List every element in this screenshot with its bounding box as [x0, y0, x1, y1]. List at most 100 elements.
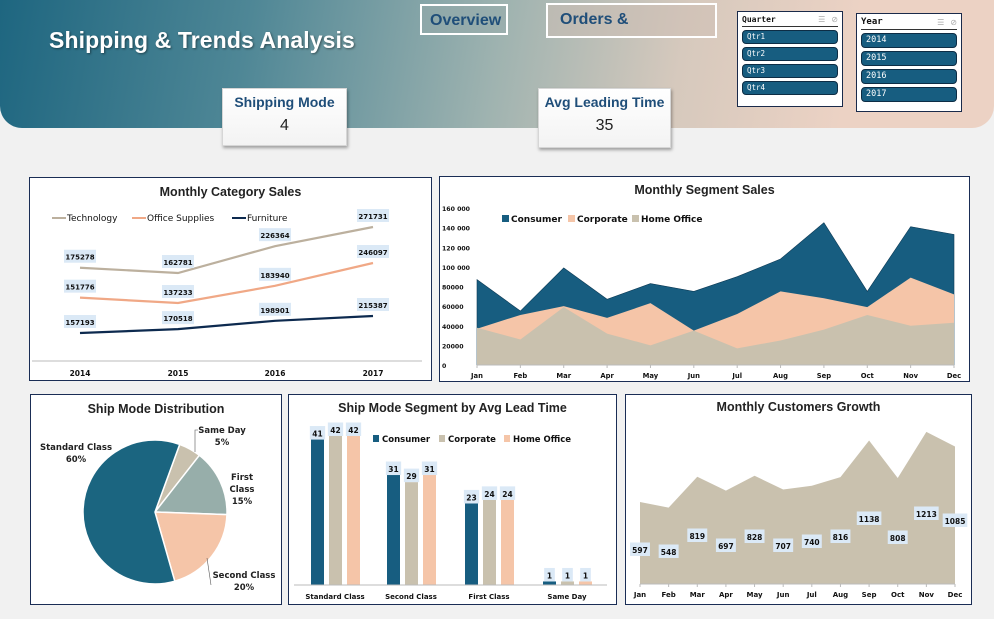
data-label: 162781: [163, 259, 192, 267]
chart-title: Monthly Category Sales: [159, 185, 302, 199]
pie-slice-first-class: [153, 454, 228, 516]
nav-orders-button[interactable]: Orders &: [546, 3, 717, 38]
bar-data-label: 1: [565, 571, 570, 580]
slicer-item-qtr2[interactable]: Qtr2: [742, 47, 838, 61]
x-tick-label: Feb: [513, 372, 527, 380]
x-tick-label: Sep: [862, 591, 877, 599]
kpi-card-shipping-mode: Shipping Mode 4: [222, 88, 347, 146]
data-label: 183940: [260, 272, 289, 280]
clear-filter-icon[interactable]: ⊘: [950, 17, 957, 27]
x-tick-label: Jun: [687, 372, 700, 380]
bar-data-label-bg: [481, 486, 498, 500]
bar-data-label-bg: [385, 461, 402, 476]
data-label: 697: [718, 542, 734, 551]
slicer-title: Year: [861, 17, 883, 27]
data-label-bg: [687, 528, 708, 542]
bar-data-label-bg: [562, 567, 573, 582]
monthly-customers-growth-chart: Monthly Customers Growth 597 548 819 697 828…: [625, 394, 972, 605]
multi-select-icon[interactable]: ☰: [937, 17, 945, 27]
chart-title: Ship Mode Segment by Avg Lead Time: [338, 401, 567, 415]
data-label-bg: [830, 529, 851, 543]
nav-overview-button[interactable]: Overview: [420, 4, 508, 35]
leader-line: [206, 557, 212, 586]
data-label-bg: [658, 544, 679, 558]
data-label-bg: [63, 315, 97, 328]
leader-line: [194, 429, 198, 452]
bar-data-label: 42: [330, 426, 340, 435]
legend-swatch-home-office: [504, 435, 510, 442]
slicer-item-qtr1[interactable]: Qtr1: [742, 30, 838, 44]
slicer-item-qtr3[interactable]: Qtr3: [742, 64, 838, 78]
x-tick-label: Jul: [806, 591, 817, 599]
pie-slice-standard-class: [82, 439, 181, 585]
bar-data-label: 42: [348, 426, 358, 435]
data-label: 226364: [260, 232, 289, 240]
bar-data-label-bg: [403, 468, 420, 483]
y-tick-label: 0: [442, 363, 447, 370]
kpi-label: Avg Leading Time: [544, 94, 665, 110]
legend-label: Technology: [66, 214, 118, 224]
data-label: 548: [661, 548, 677, 557]
legend-swatch-consumer: [373, 435, 379, 442]
bar-corporate: [329, 436, 342, 585]
data-label: 246097: [358, 249, 387, 257]
slicer-item-2017[interactable]: 2017: [861, 87, 957, 102]
multi-select-icon[interactable]: ☰: [818, 15, 826, 24]
x-tick-label: 2017: [363, 369, 384, 378]
data-label: 828: [747, 533, 763, 542]
x-tick-label: Same Day: [547, 593, 587, 601]
data-label: 597: [632, 546, 648, 555]
pie-label-pct: 15%: [232, 497, 253, 507]
bar-corporate: [561, 581, 574, 585]
x-tick-label: Mar: [556, 372, 571, 380]
legend-label: Corporate: [448, 435, 496, 445]
x-tick-label: Dec: [948, 591, 963, 599]
y-tick-label: 160 000: [442, 206, 471, 213]
year-slicer: Year ☰ ⊘ 2014 2015 2016 2017: [856, 13, 962, 112]
x-tick-label: Feb: [662, 591, 676, 599]
legend-label: Office Supplies: [147, 214, 215, 224]
data-label-bg: [801, 534, 822, 548]
data-label: 271731: [358, 213, 387, 221]
slicer-item-2015[interactable]: 2015: [861, 51, 957, 66]
bar-home-office: [579, 581, 592, 585]
y-tick-label: 80000: [442, 285, 464, 292]
data-label-bg: [887, 530, 908, 544]
data-label-bg: [258, 267, 292, 281]
customers-growth-svg: 597 548 819 697 828 707 740 816 1138 808 1213 1085 J…: [630, 431, 968, 599]
clear-filter-icon[interactable]: ⊘: [831, 15, 838, 24]
lead-time-bar-svg: 41 42 42 Standard Class 31 29 31 Second Class 23…: [294, 422, 607, 601]
ship-mode-pie-svg: Same Day 5% First Class 15% Second Class 20% St…: [40, 426, 275, 593]
legend-label: Consumer: [382, 435, 431, 445]
slicer-header: Year ☰ ⊘: [861, 17, 957, 30]
bar-data-label: 41: [312, 430, 322, 439]
chart-title: Monthly Customers Growth: [716, 400, 881, 414]
x-tick-label: Dec: [947, 372, 961, 380]
data-label-bg: [161, 285, 195, 298]
slicer-item-2014[interactable]: 2014: [861, 33, 957, 48]
pie-label-pct: 20%: [234, 583, 255, 593]
y-tick-label: 60000: [442, 304, 464, 311]
slicer-item-qtr4[interactable]: Qtr4: [742, 81, 838, 95]
data-label: 1138: [859, 515, 880, 524]
data-label-bg: [856, 511, 882, 525]
kpi-value: 4: [280, 117, 289, 134]
bar-data-label: 31: [388, 465, 398, 474]
bar-data-label: 31: [424, 465, 434, 474]
x-tick-label: Jul: [731, 372, 742, 380]
bar-corporate: [405, 482, 418, 585]
data-label: 816: [833, 533, 849, 542]
bar-data-label-bg: [544, 567, 555, 582]
x-tick-label: Jun: [776, 591, 790, 599]
series-line-technology: [79, 225, 374, 275]
x-tick-label: Apr: [600, 372, 614, 380]
chart-title: Monthly Segment Sales: [634, 183, 775, 197]
data-label: 215387: [358, 302, 387, 310]
data-label: 1213: [916, 510, 937, 519]
kpi-card-avg-leading-time: Avg Leading Time 35: [538, 88, 671, 148]
x-tick-label: May: [747, 591, 763, 599]
x-tick-label: Aug: [833, 591, 848, 599]
slicer-item-2016[interactable]: 2016: [861, 69, 957, 84]
segment-sales-svg: 0 20000 40000 60000 80000 100 000 120 000 140 0…: [442, 206, 961, 380]
data-label: 157193: [65, 319, 94, 327]
